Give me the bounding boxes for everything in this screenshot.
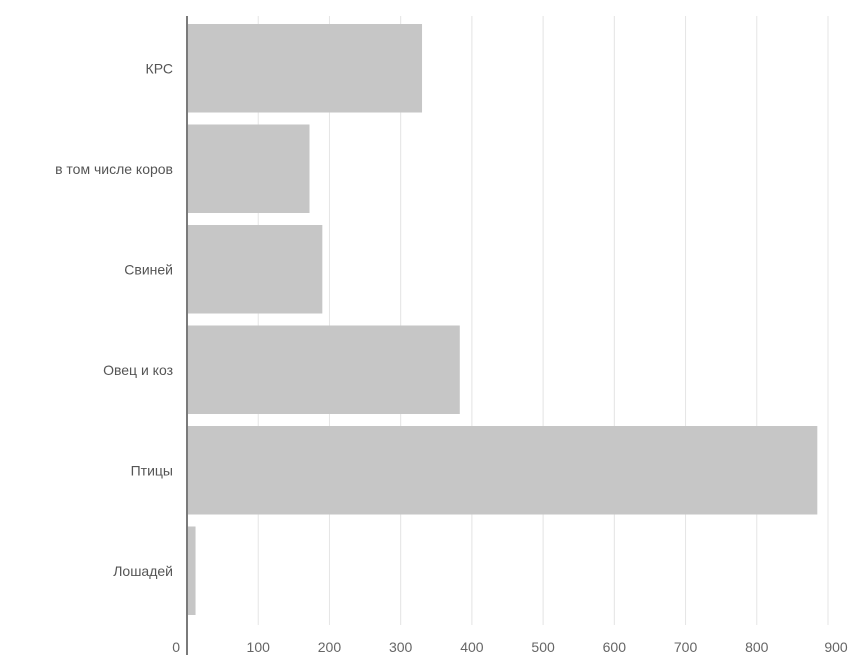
x-tick-label-700: 700 xyxy=(674,639,698,655)
x-tick-label-0: 0 xyxy=(172,639,180,655)
bar-5 xyxy=(188,526,196,615)
category-labels: КРС в том числе коров Свиней Овец и коз Птиц… xyxy=(55,60,173,579)
x-tick-label-100: 100 xyxy=(247,639,271,655)
x-tick-label-900: 900 xyxy=(824,639,848,655)
x-tick-label-500: 500 xyxy=(531,639,555,655)
x-tick-labels: 0 100 200 300 400 500 600 700 800 900 xyxy=(172,639,848,655)
bar-2 xyxy=(188,225,323,314)
grid-layer xyxy=(257,16,829,625)
x-tick-label-400: 400 xyxy=(460,639,484,655)
category-label-2: Свиней xyxy=(124,261,173,277)
bars-layer xyxy=(188,24,818,615)
bar-0 xyxy=(188,24,423,113)
bar-4 xyxy=(188,426,818,515)
x-tick-label-300: 300 xyxy=(389,639,413,655)
bar-1 xyxy=(188,124,310,213)
x-tick-label-600: 600 xyxy=(603,639,627,655)
x-tick-label-800: 800 xyxy=(745,639,769,655)
bar-3 xyxy=(188,325,460,414)
category-label-4: Птицы xyxy=(131,462,173,478)
category-label-5: Лошадей xyxy=(113,563,173,579)
x-tick-label-200: 200 xyxy=(318,639,342,655)
category-label-3: Овец и коз xyxy=(103,362,173,378)
category-label-0: КРС xyxy=(146,60,173,76)
category-label-1: в том числе коров xyxy=(55,161,173,177)
